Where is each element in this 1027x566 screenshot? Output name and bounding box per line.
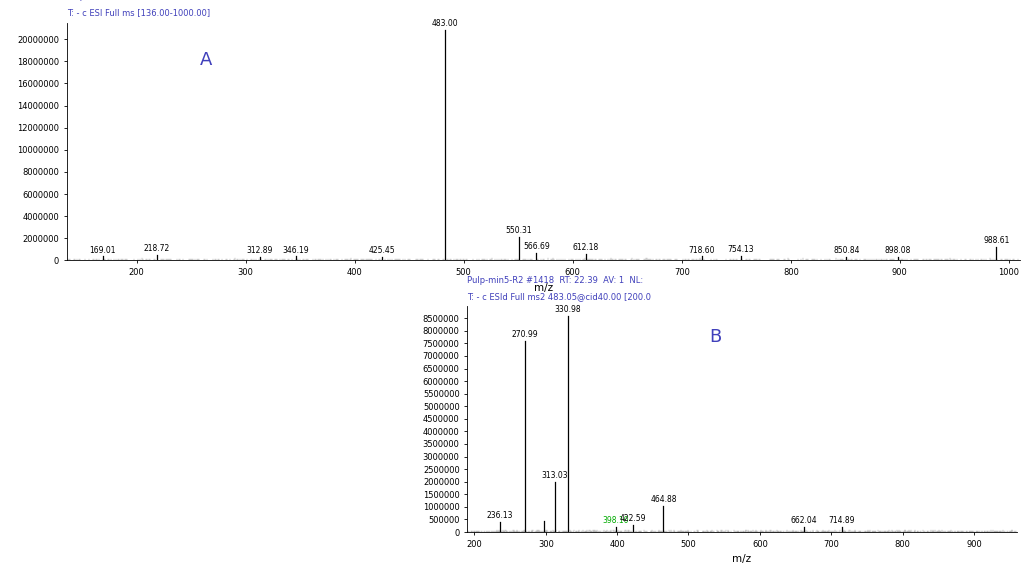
X-axis label: m/z: m/z [732, 554, 752, 564]
Text: 718.60: 718.60 [689, 246, 715, 255]
Text: Pulp-min3-R2 #1365  RT: 22.28  AV: 1  I: Pulp-min3-R2 #1365 RT: 22.28 AV: 1 I [67, 0, 232, 1]
Text: T: - c ESId Full ms2 483.05@cid40.00 [200.0: T: - c ESId Full ms2 483.05@cid40.00 [20… [467, 292, 651, 301]
Text: 330.98: 330.98 [555, 305, 581, 314]
Text: 662.04: 662.04 [791, 516, 817, 525]
Text: 714.89: 714.89 [829, 516, 855, 525]
Text: 464.88: 464.88 [650, 495, 677, 504]
Text: B: B [709, 328, 721, 346]
Text: 346.19: 346.19 [282, 246, 309, 255]
Text: 313.03: 313.03 [542, 471, 568, 480]
Text: 754.13: 754.13 [727, 245, 754, 254]
Text: 988.61: 988.61 [983, 236, 1010, 245]
Text: 270.99: 270.99 [511, 330, 538, 339]
Text: 550.31: 550.31 [505, 226, 532, 235]
Text: A: A [200, 51, 213, 69]
Text: 425.45: 425.45 [369, 246, 395, 255]
Text: 612.18: 612.18 [573, 243, 599, 252]
Text: 566.69: 566.69 [523, 242, 549, 251]
X-axis label: m/z: m/z [534, 282, 553, 293]
Text: T: - c ESI Full ms [136.00-1000.00]: T: - c ESI Full ms [136.00-1000.00] [67, 8, 210, 18]
Text: 850.84: 850.84 [833, 246, 860, 255]
Text: 898.08: 898.08 [884, 246, 911, 255]
Text: 483.00: 483.00 [431, 19, 458, 28]
Text: 312.89: 312.89 [246, 246, 273, 255]
Text: 236.13: 236.13 [487, 511, 514, 520]
Text: 422.59: 422.59 [620, 514, 647, 523]
Text: 218.72: 218.72 [144, 244, 170, 253]
Text: 169.01: 169.01 [89, 246, 116, 255]
Text: 398.10: 398.10 [603, 516, 629, 525]
Text: Pulp-min5-R2 #1418  RT: 22.39  AV: 1  NL:: Pulp-min5-R2 #1418 RT: 22.39 AV: 1 NL: [467, 276, 643, 285]
